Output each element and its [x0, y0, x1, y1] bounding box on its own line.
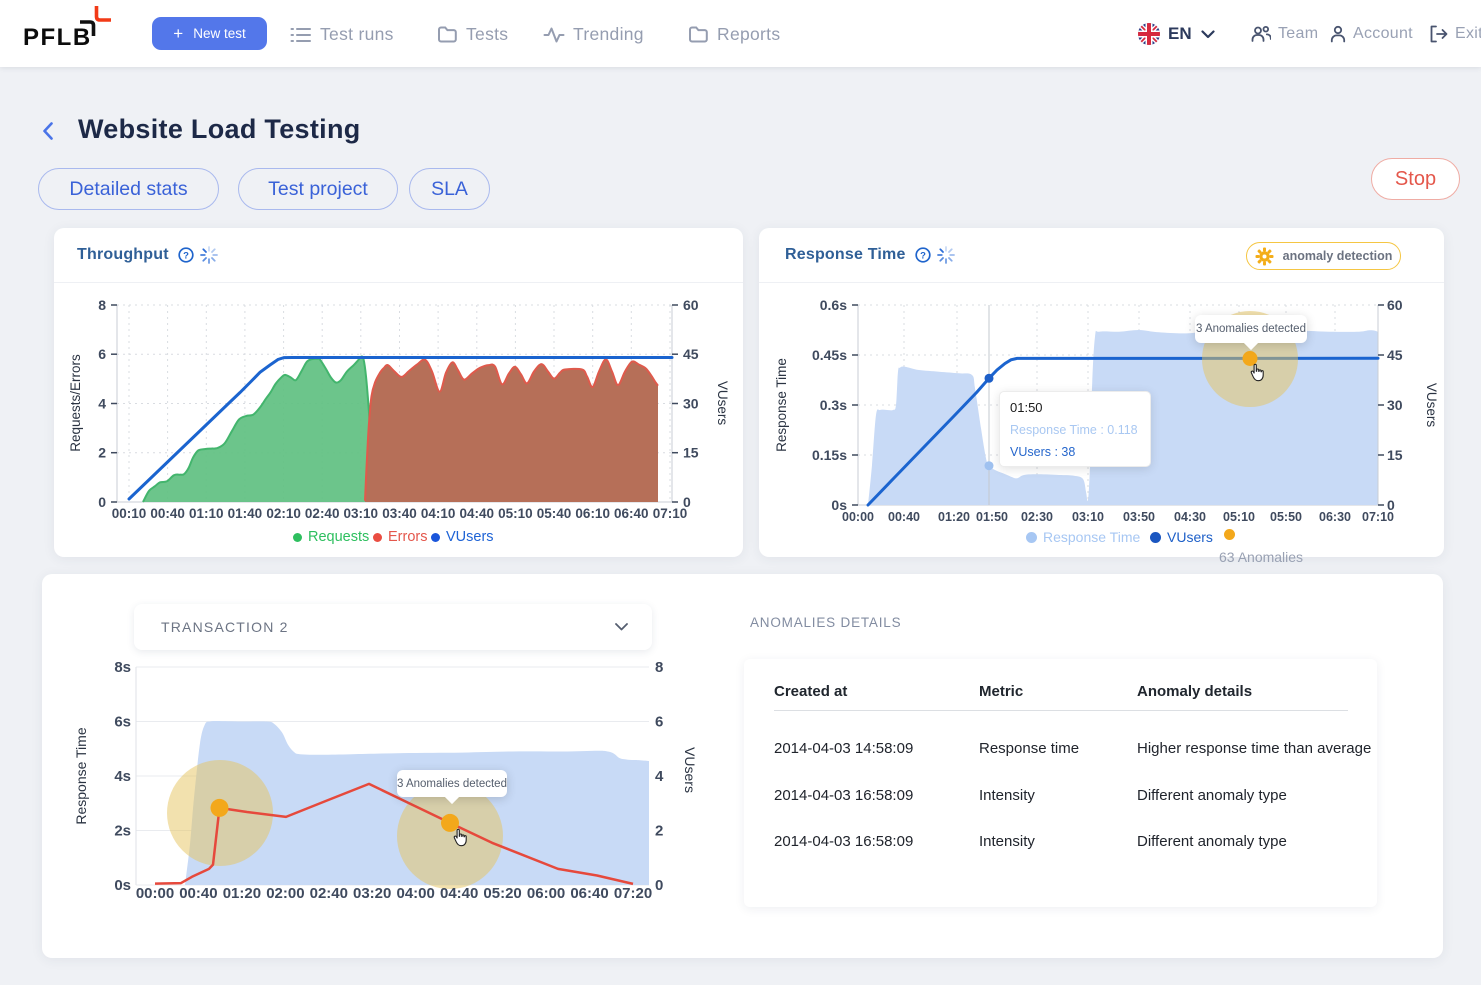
svg-text:05:10: 05:10 — [498, 506, 533, 521]
svg-text:00:40: 00:40 — [888, 510, 920, 524]
svg-text:03:20: 03:20 — [353, 885, 391, 902]
svg-text:01:50: 01:50 — [976, 510, 1008, 524]
svg-text:02:40: 02:40 — [305, 506, 340, 521]
svg-text:30: 30 — [1387, 397, 1403, 413]
svg-text:00:00: 00:00 — [842, 510, 874, 524]
svg-text:2: 2 — [98, 445, 106, 461]
svg-text:8s: 8s — [114, 659, 131, 676]
svg-text:02:30: 02:30 — [1021, 510, 1053, 524]
svg-text:07:10: 07:10 — [653, 506, 688, 521]
svg-text:05:40: 05:40 — [537, 506, 572, 521]
svg-text:8: 8 — [98, 297, 106, 313]
svg-text:06:00: 06:00 — [527, 885, 565, 902]
svg-text:03:50: 03:50 — [1123, 510, 1155, 524]
svg-text:Requests/Errors: Requests/Errors — [68, 354, 83, 452]
svg-text:VUsers: VUsers — [715, 381, 730, 426]
svg-text:2: 2 — [655, 823, 663, 840]
svg-text:06:10: 06:10 — [575, 506, 610, 521]
svg-text:15: 15 — [683, 445, 699, 461]
svg-text:?: ? — [920, 250, 926, 261]
svg-text:4s: 4s — [114, 768, 131, 785]
svg-text:01:20: 01:20 — [223, 885, 261, 902]
svg-text:02:10: 02:10 — [266, 506, 301, 521]
svg-text:4: 4 — [98, 396, 106, 412]
svg-text:0.15s: 0.15s — [812, 447, 847, 463]
svg-text:03:10: 03:10 — [344, 506, 379, 521]
svg-text:03:10: 03:10 — [1072, 510, 1104, 524]
svg-text:04:40: 04:40 — [460, 506, 495, 521]
svg-text:45: 45 — [1387, 347, 1403, 363]
svg-text:6s: 6s — [114, 714, 131, 731]
svg-text:6: 6 — [655, 714, 663, 731]
svg-text:04:40: 04:40 — [440, 885, 478, 902]
svg-text:04:30: 04:30 — [1174, 510, 1206, 524]
svg-text:00:40: 00:40 — [179, 885, 217, 902]
svg-text:Response Time: Response Time — [774, 358, 789, 452]
svg-text:0: 0 — [655, 877, 663, 894]
svg-text:01:20: 01:20 — [938, 510, 970, 524]
svg-text:01:40: 01:40 — [228, 506, 263, 521]
svg-text:0: 0 — [1387, 497, 1395, 513]
svg-text:Response Time: Response Time — [73, 727, 89, 824]
svg-text:6: 6 — [98, 346, 106, 362]
svg-text:04:00: 04:00 — [397, 885, 435, 902]
svg-text:03:40: 03:40 — [382, 506, 417, 521]
svg-text:0.3s: 0.3s — [820, 397, 847, 413]
svg-text:15: 15 — [1387, 447, 1403, 463]
svg-text:?: ? — [183, 250, 189, 261]
svg-text:0.45s: 0.45s — [812, 347, 847, 363]
svg-text:00:00: 00:00 — [136, 885, 174, 902]
svg-text:02:40: 02:40 — [310, 885, 348, 902]
svg-text:VUsers: VUsers — [1424, 383, 1439, 428]
svg-text:05:50: 05:50 — [1270, 510, 1302, 524]
svg-text:00:40: 00:40 — [150, 506, 185, 521]
svg-text:0s: 0s — [831, 497, 847, 513]
svg-text:60: 60 — [683, 297, 699, 313]
svg-text:05:10: 05:10 — [1223, 510, 1255, 524]
svg-text:07:10: 07:10 — [1362, 510, 1394, 524]
svg-text:2s: 2s — [114, 823, 131, 840]
svg-text:0s: 0s — [114, 877, 131, 894]
svg-text:01:10: 01:10 — [189, 506, 224, 521]
svg-text:30: 30 — [683, 396, 699, 412]
svg-text:06:40: 06:40 — [570, 885, 608, 902]
svg-text:07:20: 07:20 — [614, 885, 652, 902]
svg-text:VUsers: VUsers — [682, 747, 698, 793]
svg-text:05:20: 05:20 — [483, 885, 521, 902]
svg-text:0.6s: 0.6s — [820, 297, 847, 313]
svg-text:4: 4 — [655, 768, 664, 785]
svg-text:0: 0 — [98, 494, 106, 510]
svg-text:06:40: 06:40 — [614, 506, 649, 521]
svg-text:02:00: 02:00 — [266, 885, 304, 902]
svg-text:04:10: 04:10 — [421, 506, 456, 521]
svg-text:60: 60 — [1387, 297, 1403, 313]
svg-text:00:10: 00:10 — [112, 506, 147, 521]
svg-text:45: 45 — [683, 346, 699, 362]
svg-text:06:30: 06:30 — [1319, 510, 1351, 524]
svg-text:0: 0 — [683, 494, 691, 510]
svg-text:8: 8 — [655, 659, 663, 676]
